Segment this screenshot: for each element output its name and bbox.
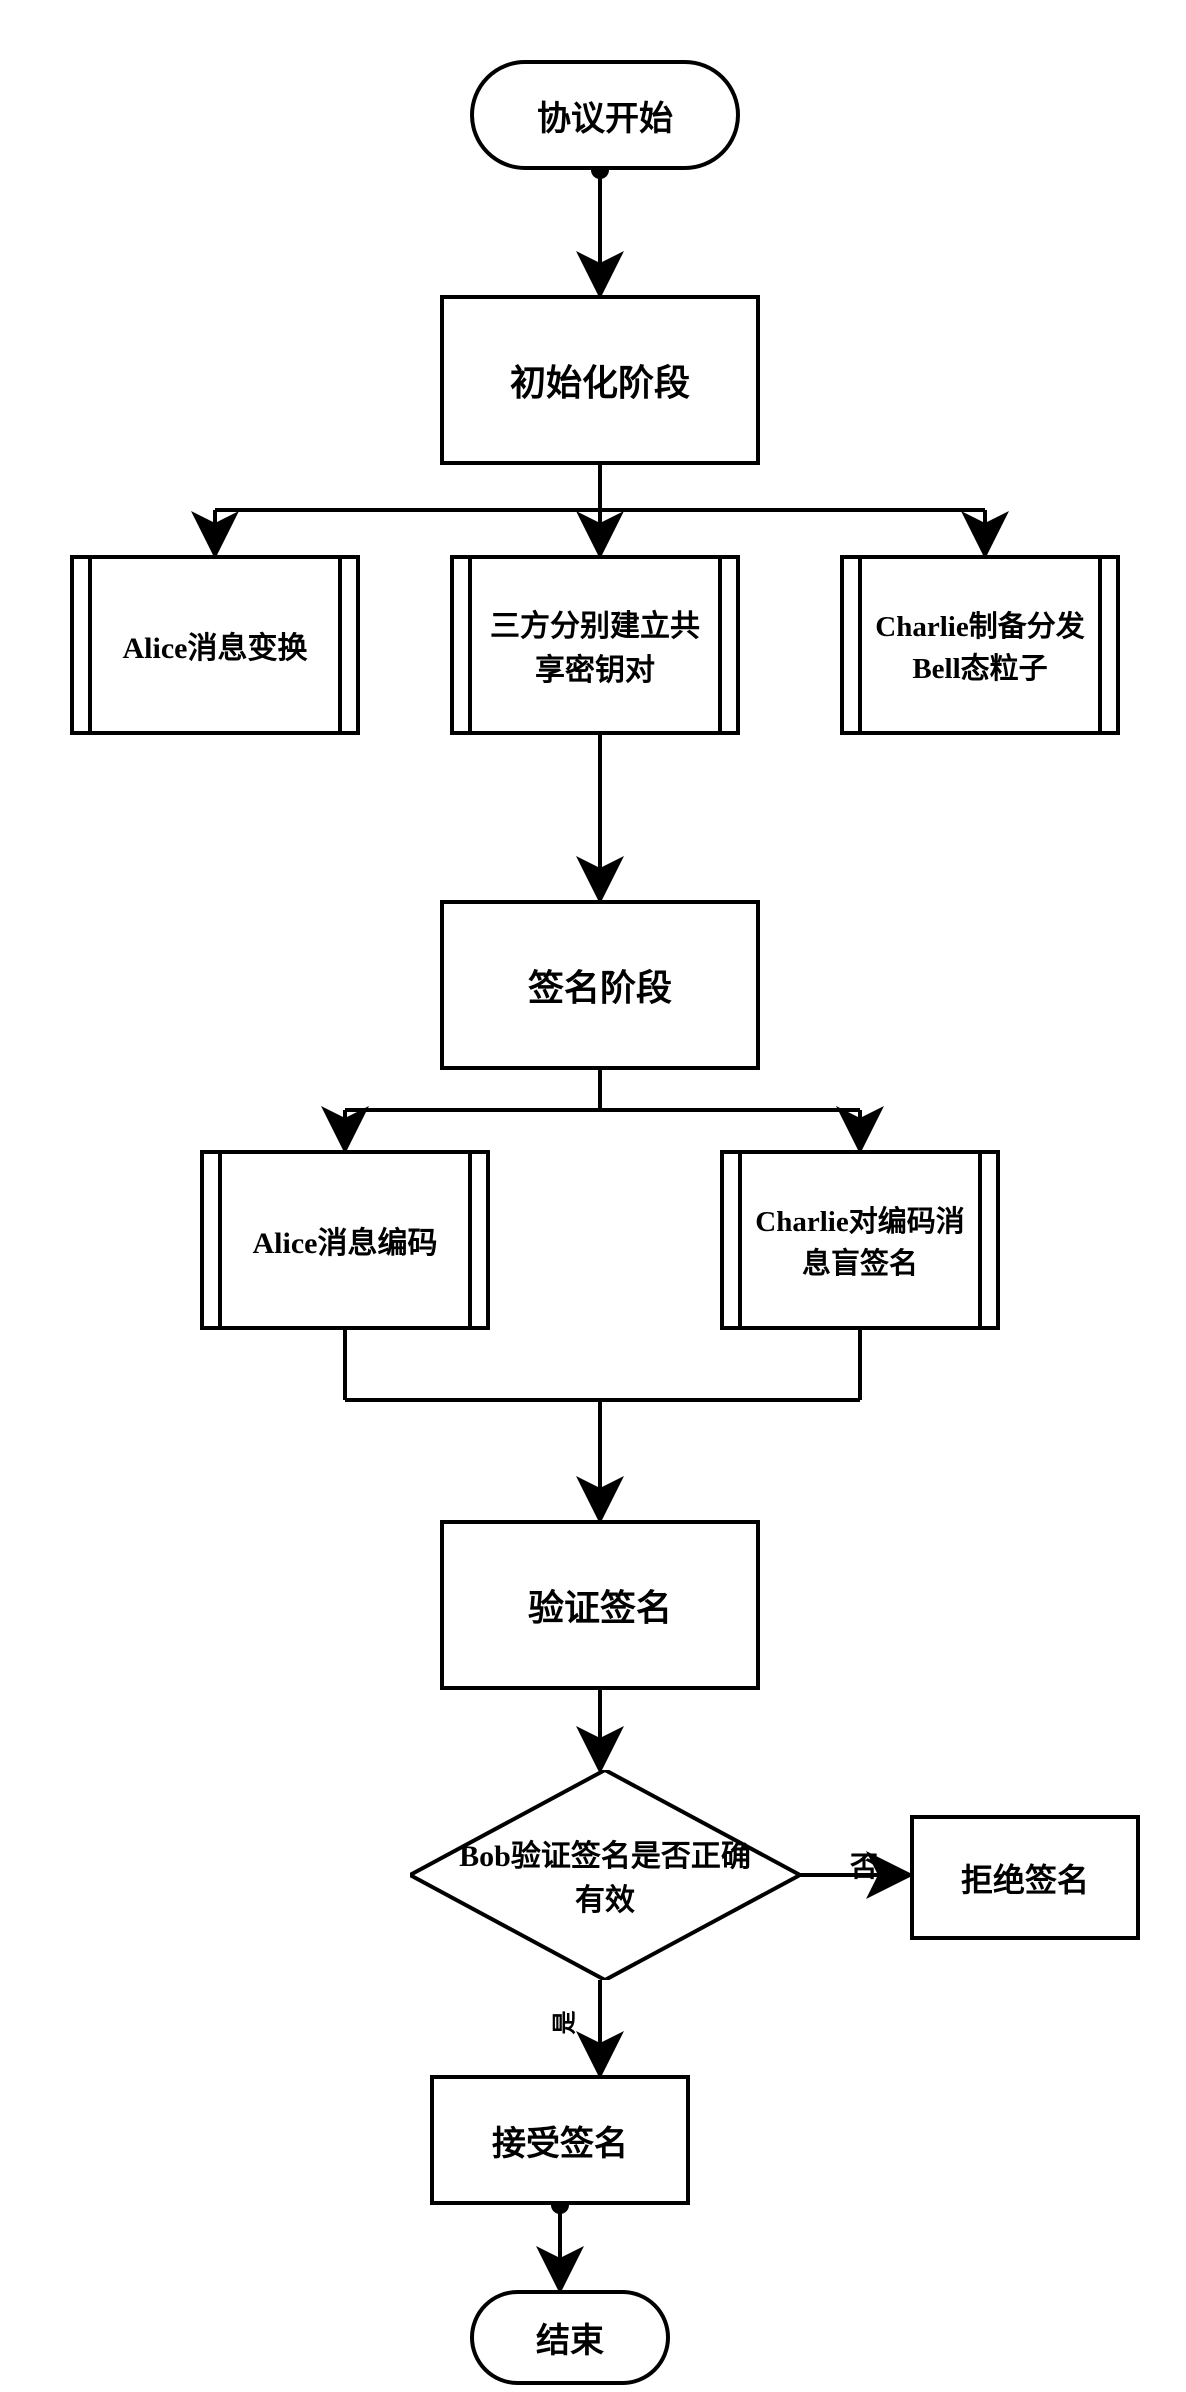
reject-label: 拒绝签名 xyxy=(949,1855,1101,1901)
start-node: 协议开始 xyxy=(470,60,740,170)
signPhase-label: 签名阶段 xyxy=(516,959,684,1011)
threeParty-label: 三方分别建立共享密钥对 xyxy=(454,601,736,689)
charlieBlind-label: Charlie对编码消息盲签名 xyxy=(724,1198,996,1282)
start-label: 协议开始 xyxy=(525,91,685,140)
init-node: 初始化阶段 xyxy=(440,295,760,465)
edge-label-yes: 是 xyxy=(545,2011,580,2035)
decision-node: Bob验证签名是否正确有效 xyxy=(410,1770,800,1980)
charliePrep-node: Charlie制备分发Bell态粒子 xyxy=(840,555,1120,735)
init-label: 初始化阶段 xyxy=(498,354,702,406)
signPhase-node: 签名阶段 xyxy=(440,900,760,1070)
aliceTrans-node: Alice消息变换 xyxy=(70,555,360,735)
accept-label: 接受签名 xyxy=(480,2116,640,2165)
aliceTrans-label: Alice消息变换 xyxy=(95,623,336,667)
aliceEncode-node: Alice消息编码 xyxy=(200,1150,490,1330)
decision-label: Bob验证签名是否正确有效 xyxy=(410,1770,800,1980)
charlieBlind-node: Charlie对编码消息盲签名 xyxy=(720,1150,1000,1330)
accept-node: 接受签名 xyxy=(430,2075,690,2205)
edge-label-no: 否 xyxy=(850,1845,878,1885)
threeParty-node: 三方分别建立共享密钥对 xyxy=(450,555,740,735)
aliceEncode-label: Alice消息编码 xyxy=(225,1218,466,1262)
end-node: 结束 xyxy=(470,2290,670,2385)
charliePrep-label: Charlie制备分发Bell态粒子 xyxy=(844,603,1116,687)
end-label: 结束 xyxy=(524,2313,616,2362)
verify-node: 验证签名 xyxy=(440,1520,760,1690)
reject-node: 拒绝签名 xyxy=(910,1815,1140,1940)
verify-label: 验证签名 xyxy=(516,1579,684,1631)
